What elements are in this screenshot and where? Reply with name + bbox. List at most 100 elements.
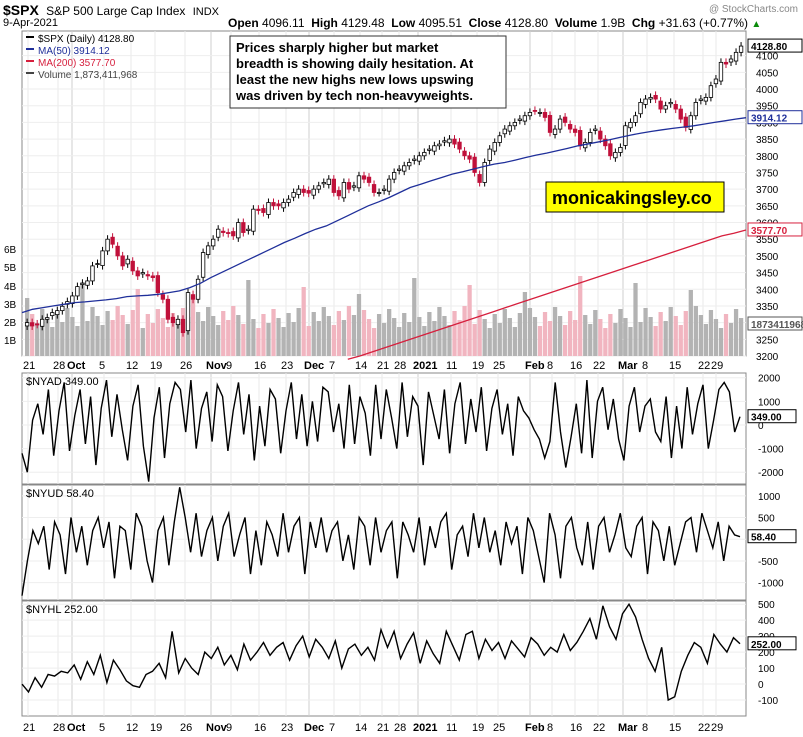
volume-bar (326, 316, 331, 356)
legend-swatch (26, 72, 34, 74)
date-tick-bottom: 26 (180, 722, 192, 734)
date-tick-bottom: 21 (23, 722, 35, 734)
volume-bar (487, 328, 492, 356)
volume-bar (723, 314, 729, 356)
volume-bar (110, 320, 115, 356)
price-axis-tick: 4000 (756, 85, 779, 96)
candle-body (648, 96, 653, 100)
volume-bar (658, 312, 663, 356)
candle-body (145, 274, 150, 277)
volume-bar (331, 325, 336, 356)
candle-body (75, 286, 80, 297)
volume-bar (713, 319, 719, 356)
volume-bar (150, 323, 155, 356)
candle-body (688, 115, 693, 130)
date-tick-bottom: 28 (394, 722, 406, 734)
candle-body (658, 100, 663, 110)
candle-body (552, 128, 558, 135)
candle-body (608, 143, 613, 157)
candle-body (638, 102, 643, 115)
date-tick-top: 12 (126, 360, 138, 372)
volume-bar (628, 327, 633, 356)
volume-bar (125, 324, 130, 356)
volume-bar (85, 321, 90, 356)
candle-body (537, 112, 543, 114)
volume-bar (100, 325, 105, 356)
volume-bar (371, 328, 377, 356)
candle-body (29, 322, 35, 327)
candle-body (190, 294, 196, 300)
date-tick-bottom: 28 (53, 722, 65, 734)
indicator-title: $NYUD 58.40 (26, 488, 94, 500)
volume-bar (683, 311, 688, 356)
volume-bar (216, 325, 221, 356)
date-tick-bottom: 22 (593, 722, 605, 734)
date-tick-bottom: 8 (547, 722, 553, 734)
volume-bar (392, 318, 397, 356)
volume-bar (376, 314, 382, 356)
annotation-text: Prices sharply higher but market (236, 40, 439, 55)
candle-body (24, 322, 30, 327)
indicator-title: $NYHL 252.00 (26, 604, 98, 616)
volume-bar (185, 317, 191, 356)
volume-bar (402, 313, 407, 356)
volume-bar (170, 313, 176, 356)
candle-body (261, 208, 266, 213)
candle-body (452, 138, 457, 145)
date-tick-bottom: 29 (711, 722, 723, 734)
indicator-axis-tick: 500 (758, 600, 775, 611)
price-axis-tick: 3250 (756, 335, 779, 346)
volume-bar (638, 322, 643, 356)
candle-body (200, 252, 206, 278)
candle-body (331, 178, 336, 193)
date-tick-top: Feb (525, 360, 545, 372)
candle-body (216, 228, 221, 238)
volume-bar (70, 317, 75, 356)
date-tick-top: 22 (698, 360, 710, 372)
candle-body (100, 250, 105, 266)
candle-body (170, 316, 176, 324)
volume-bar (633, 283, 638, 356)
candle-body (271, 202, 276, 207)
candle-body (135, 270, 140, 277)
volume-bar (708, 310, 714, 356)
legend-entry: MA(200) 3577.70 (38, 58, 116, 69)
candle-body (427, 148, 432, 151)
candle-body (281, 202, 286, 209)
candle-body (578, 130, 583, 147)
volume-bar (477, 310, 482, 356)
volume-bar (502, 309, 507, 356)
volume-bar (115, 306, 120, 356)
volume-bar (165, 327, 171, 356)
volume-bar (346, 306, 352, 356)
date-tick-top: 25 (493, 360, 505, 372)
volume-bar (206, 307, 211, 356)
candle-body (422, 152, 427, 157)
volume-bar (321, 307, 326, 356)
volume-bar (140, 328, 145, 356)
date-tick-bottom: 15 (669, 722, 681, 734)
volume-bar (688, 290, 693, 356)
candle-body (487, 148, 492, 161)
candle-body (713, 78, 719, 85)
candle-body (361, 175, 367, 180)
price-axis-tick: 3800 (756, 152, 779, 163)
candle-body (150, 275, 155, 278)
candle-body (562, 116, 568, 123)
candle-body (723, 61, 729, 65)
volume-bar (336, 311, 342, 356)
date-tick-top: 8 (642, 360, 648, 372)
date-tick-top: 29 (711, 360, 723, 372)
high-label: High (311, 16, 338, 30)
candle-body (567, 124, 573, 130)
indicator-line-3 (21, 602, 741, 702)
volume-bar (311, 312, 316, 356)
candle-body (683, 116, 688, 128)
volume-bar (60, 322, 65, 356)
indicator-last-box (747, 529, 797, 544)
candle-body (246, 228, 251, 231)
price-axis-tick: 3950 (756, 102, 779, 113)
volume-bar (537, 326, 543, 356)
annotation-box (229, 35, 507, 109)
volume-bar (703, 324, 709, 356)
